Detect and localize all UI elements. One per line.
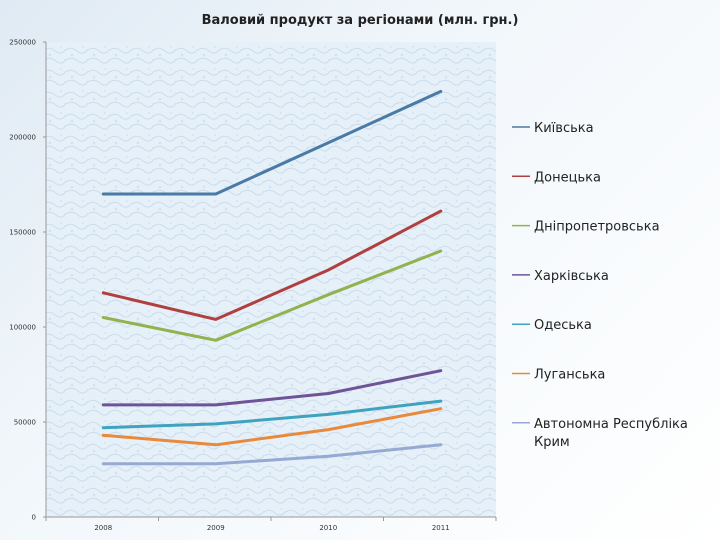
x-tick-label: 2008 xyxy=(94,524,112,532)
y-tick-label: 250000 xyxy=(9,39,36,47)
legend-label: Харківська xyxy=(534,269,609,284)
x-tick-label: 2010 xyxy=(319,524,337,532)
legend: Київська Донецька Дніпропетровська Харківсь… xyxy=(512,121,688,450)
x-axis-ticks: 2008 2009 2010 2011 xyxy=(45,517,497,532)
series-line-6 xyxy=(101,443,443,466)
legend-label: Дніпропетровська xyxy=(534,220,660,235)
chart-title: Валовий продукт за регіонами (млн. грн.) xyxy=(202,13,519,28)
legend-label: Київська xyxy=(534,121,594,136)
series-line-5 xyxy=(101,407,443,447)
x-tick-label: 2011 xyxy=(432,524,450,532)
series-line-4 xyxy=(101,399,443,430)
y-tick-label: 50000 xyxy=(14,419,36,427)
y-tick-label: 0 xyxy=(32,514,36,522)
y-tick-label: 100000 xyxy=(9,324,36,332)
series-lines xyxy=(101,89,443,466)
y-tick-label: 150000 xyxy=(9,229,36,237)
legend-label: Одеська xyxy=(534,318,592,333)
series-line-1 xyxy=(101,209,443,321)
legend-label: Луганська xyxy=(534,368,605,383)
y-tick-label: 200000 xyxy=(9,134,36,142)
series-line-2 xyxy=(101,249,443,342)
series-line-0 xyxy=(101,89,443,196)
legend-label: Донецька xyxy=(534,170,601,185)
y-axis-ticks: 0 50000 100000 150000 200000 250000 xyxy=(9,39,46,522)
legend-label: Автономна Республіка Крим xyxy=(534,417,688,450)
x-tick-label: 2009 xyxy=(207,524,225,532)
series-line-3 xyxy=(101,369,443,407)
